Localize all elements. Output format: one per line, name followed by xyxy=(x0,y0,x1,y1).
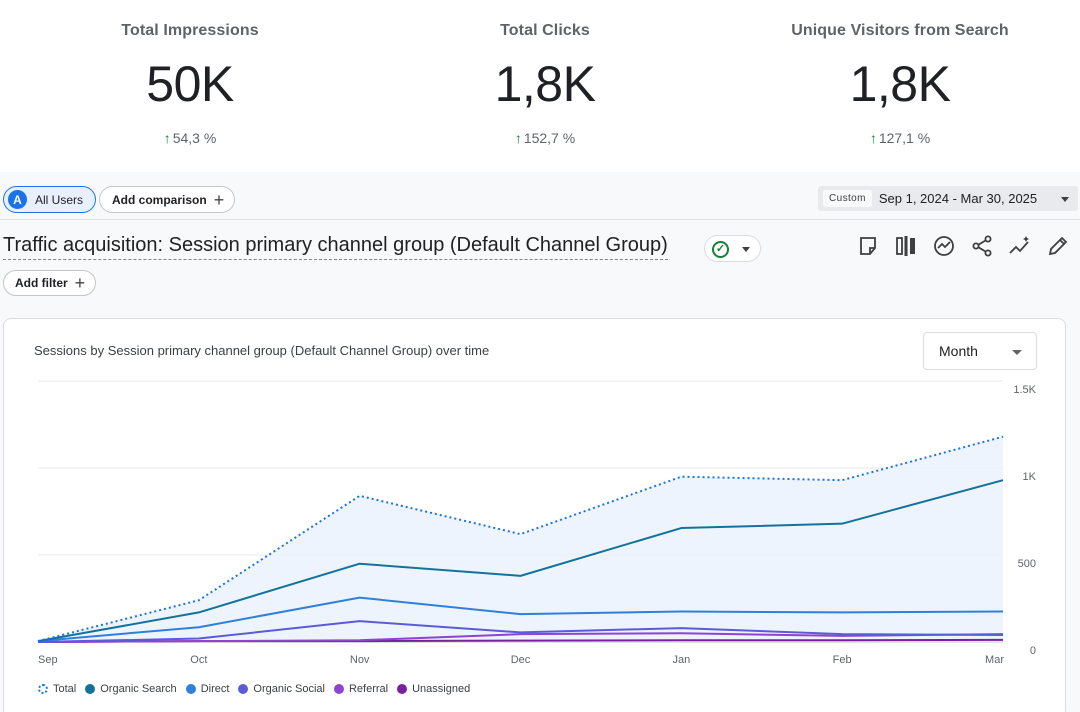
kpi-value: 50K xyxy=(146,56,234,112)
report-toolbar xyxy=(854,234,1076,258)
legend-label: Total xyxy=(53,683,77,695)
chevron-down-icon xyxy=(742,247,750,252)
edit-pencil-icon[interactable] xyxy=(1046,234,1070,258)
series-line-organic-search xyxy=(37,479,1004,643)
kpi-change: ↑ 152,7 % xyxy=(365,130,725,146)
chart-title: Sessions by Session primary channel grou… xyxy=(34,343,490,358)
total-area-fill xyxy=(38,436,1003,642)
y-tick-label: 1K xyxy=(1023,471,1037,483)
legend-swatch xyxy=(185,684,196,694)
add-comparison-label: Add comparison xyxy=(112,192,207,207)
y-tick-label: 500 xyxy=(1018,558,1036,570)
plus-icon: + xyxy=(74,273,86,293)
kpi-change: ↑ 54,3 % xyxy=(10,130,370,146)
kpi-unique-visitors: Unique Visitors from Search 1,8K ↑ 127,1 … xyxy=(720,22,1080,146)
legend-swatch xyxy=(85,684,96,694)
series-line-total xyxy=(37,435,1004,643)
legend-label: Unassigned xyxy=(412,683,471,695)
insights-chart-icon[interactable] xyxy=(932,234,956,258)
check-circle-icon: ✓ xyxy=(712,241,729,258)
legend-label: Organic Social xyxy=(253,683,325,695)
legend-item[interactable]: Direct xyxy=(185,683,230,695)
kpi-change-value: 54,3 % xyxy=(172,130,217,146)
date-range-value: Sep 1, 2024 - Mar 30, 2025 xyxy=(878,191,1038,206)
report-title[interactable]: Traffic acquisition: Session primary cha… xyxy=(3,234,668,260)
date-range-tag: Custom xyxy=(823,190,872,207)
comparison-bar: A All Users Add comparison + xyxy=(0,178,1080,220)
date-range-picker[interactable]: Custom Sep 1, 2024 - Mar 30, 2025 xyxy=(818,186,1078,211)
add-filter-button[interactable]: Add filter + xyxy=(3,270,97,296)
x-tick-label: Dec xyxy=(511,654,531,666)
granularity-value: Month xyxy=(939,343,978,359)
y-tick-label: 1.5K xyxy=(1013,384,1036,396)
kpi-change: ↑ 127,1 % xyxy=(720,130,1080,146)
share-icon[interactable] xyxy=(970,234,994,258)
x-tick-label: Nov xyxy=(350,654,370,666)
arrow-up-icon: ↑ xyxy=(514,130,522,146)
x-tick-label: Jan xyxy=(672,654,690,666)
chevron-down-icon xyxy=(1061,197,1069,202)
x-tick-label: Oct xyxy=(190,654,207,666)
kpi-total-impressions: Total Impressions 50K ↑ 54,3 % xyxy=(10,22,370,146)
legend-item[interactable]: Unassigned xyxy=(397,683,470,695)
report-status-dropdown[interactable]: ✓ xyxy=(704,235,761,262)
legend-label: Direct xyxy=(200,683,230,695)
legend-swatch xyxy=(38,684,48,694)
legend-item[interactable]: Total xyxy=(38,683,76,695)
add-comparison-button[interactable]: Add comparison + xyxy=(99,186,236,213)
segment-chip-all-users[interactable]: A All Users xyxy=(3,186,97,213)
legend-swatch xyxy=(397,684,408,694)
legend-label: Organic Search xyxy=(100,683,177,695)
legend-item[interactable]: Organic Search xyxy=(85,683,177,695)
segment-label: All Users xyxy=(35,192,84,207)
kpi-total-clicks: Total Clicks 1,8K ↑ 152,7 % xyxy=(365,22,725,146)
kpi-label: Total Clicks xyxy=(500,22,590,39)
trend-sparkle-icon[interactable] xyxy=(1008,234,1032,258)
legend-swatch xyxy=(333,684,344,694)
avatar: A xyxy=(8,190,27,209)
kpi-label: Unique Visitors from Search xyxy=(791,22,1009,39)
x-tick-label: Mar xyxy=(985,654,1004,666)
arrow-up-icon: ↑ xyxy=(163,130,171,146)
kpi-change-value: 127,1 % xyxy=(878,130,931,146)
y-tick-label: 0 xyxy=(1030,645,1036,657)
chevron-down-icon xyxy=(1012,350,1022,355)
series-line-organic-social xyxy=(37,620,1004,643)
kpi-label: Total Impressions xyxy=(121,22,259,39)
kpi-change-value: 152,7 % xyxy=(523,130,576,146)
arrow-up-icon: ↑ xyxy=(869,130,877,146)
granularity-select[interactable]: Month xyxy=(923,332,1037,370)
chart-legend: Total Organic Search Direct Organic Social R… xyxy=(38,683,479,695)
sessions-line-chart: 0 500 1K 1.5K Sep Oct Nov Dec Jan Feb Mar xyxy=(37,380,1037,666)
kpi-value: 1,8K xyxy=(849,56,951,112)
legend-label: Referral xyxy=(348,683,389,695)
kpi-strip: Total Impressions 50K ↑ 54,3 % Total Clic… xyxy=(0,0,1080,172)
chart-card: Sessions by Session primary channel grou… xyxy=(3,318,1066,712)
kpi-value: 1,8K xyxy=(494,56,596,112)
note-icon[interactable] xyxy=(856,234,880,258)
x-tick-label: Sep xyxy=(38,654,58,666)
legend-item[interactable]: Organic Social xyxy=(238,683,325,695)
series-line-direct xyxy=(37,596,1004,643)
add-filter-label: Add filter xyxy=(15,276,68,290)
series-line-referral xyxy=(37,632,1004,643)
legend-swatch xyxy=(238,684,249,694)
x-tick-label: Feb xyxy=(833,654,852,666)
legend-item[interactable]: Referral xyxy=(333,683,389,695)
plus-icon: + xyxy=(213,189,225,210)
compare-columns-icon[interactable] xyxy=(894,234,918,258)
